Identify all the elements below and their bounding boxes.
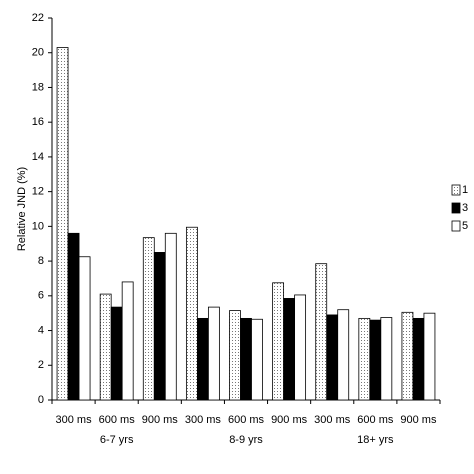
bar (153, 252, 166, 401)
bar (207, 306, 220, 401)
bar (380, 317, 393, 401)
legend-swatch (451, 184, 461, 196)
x-tick-label: 300 ms (314, 414, 351, 426)
x-tick-label: 900 ms (400, 414, 437, 426)
bar (423, 312, 436, 401)
y-tick-label: 18 (32, 81, 44, 93)
y-tick-label: 4 (38, 324, 44, 336)
legend-swatch (451, 202, 461, 214)
x-tick-label: 900 ms (271, 414, 308, 426)
x-tick-label: 300 ms (56, 414, 93, 426)
x-tick-label: 300 ms (185, 414, 222, 426)
bar (99, 293, 112, 401)
x-tick-label: 600 ms (99, 414, 136, 426)
x-tick-label: 600 ms (357, 414, 394, 426)
legend-swatch (451, 220, 461, 232)
bar (326, 314, 339, 401)
bar (185, 226, 198, 401)
legend-label: 1 (462, 184, 468, 196)
y-tick-label: 12 (32, 186, 44, 198)
y-axis-label: Relative JND (%) (16, 167, 28, 251)
bar (78, 256, 91, 401)
bar (294, 294, 307, 401)
bar (67, 232, 80, 401)
bar (121, 281, 134, 401)
bar (251, 318, 263, 401)
x-tick-label: 600 ms (228, 414, 265, 426)
bar (315, 263, 328, 401)
y-tick-label: 20 (32, 47, 44, 59)
bar (229, 310, 241, 401)
bar (401, 311, 414, 401)
bar (412, 317, 425, 401)
y-tick-label: 16 (32, 116, 44, 128)
bar (110, 306, 123, 401)
group-label: 6-7 yrs (100, 434, 134, 446)
group-label: 8-9 yrs (229, 434, 263, 446)
bar (164, 232, 177, 401)
legend-label: 3 (462, 202, 468, 214)
y-tick-label: 0 (38, 394, 44, 406)
legend-label: 5 (462, 220, 468, 232)
y-tick-label: 6 (38, 290, 44, 302)
y-tick-label: 2 (38, 359, 44, 371)
bar (337, 309, 350, 401)
bar (272, 282, 285, 401)
bar (240, 317, 252, 401)
y-tick-label: 8 (38, 255, 44, 267)
bar (358, 317, 371, 401)
y-tick-label: 22 (32, 12, 44, 24)
bar (283, 298, 296, 401)
y-tick-label: 14 (32, 151, 44, 163)
y-tick-label: 10 (32, 220, 44, 232)
bar (196, 317, 209, 401)
bar (369, 319, 382, 401)
group-label: 18+ yrs (357, 434, 394, 446)
x-tick-label: 900 ms (142, 414, 179, 426)
bar (142, 237, 155, 401)
bar (56, 47, 69, 401)
